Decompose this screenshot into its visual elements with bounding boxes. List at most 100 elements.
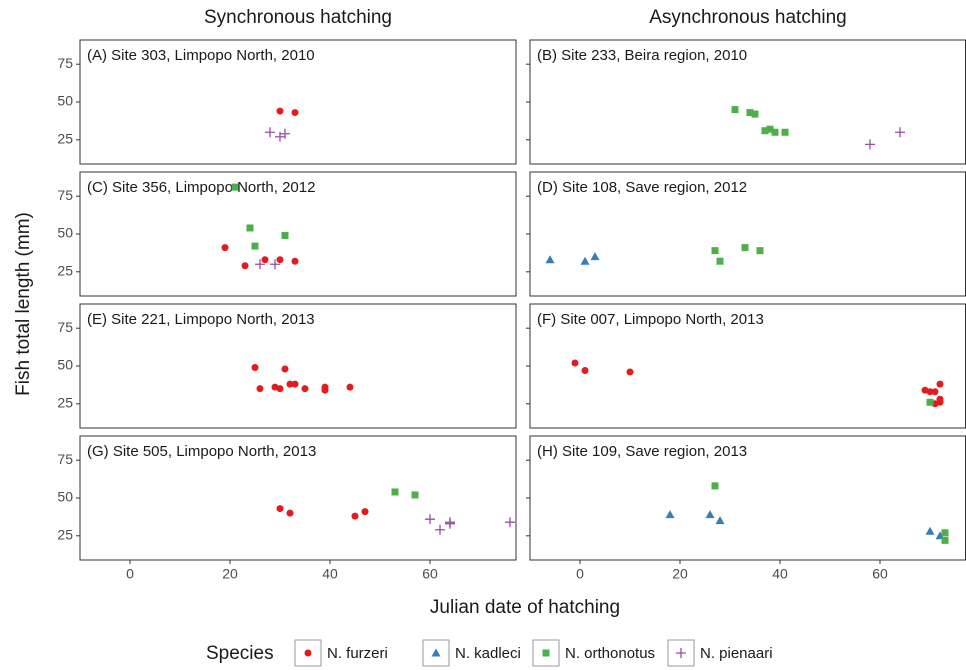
y-axis-label: Fish total length (mm) xyxy=(13,212,34,396)
x-tick-label: 0 xyxy=(126,566,134,582)
point xyxy=(926,388,934,396)
point xyxy=(711,247,719,255)
point xyxy=(255,259,265,270)
point xyxy=(731,106,739,114)
point xyxy=(391,488,399,496)
point xyxy=(351,512,359,520)
panel-label: (A) Site 303, Limpopo North, 2010 xyxy=(87,47,315,64)
legend-marker xyxy=(676,648,686,658)
y-tick-label: 25 xyxy=(57,395,73,411)
point xyxy=(346,383,354,391)
point xyxy=(256,385,264,393)
point xyxy=(590,252,600,261)
point xyxy=(281,232,289,240)
column-title: Asynchronous hatching xyxy=(649,7,847,28)
legend-marker xyxy=(542,649,550,657)
point xyxy=(301,385,309,393)
x-tick-label: 20 xyxy=(672,566,688,582)
point xyxy=(361,508,369,516)
point xyxy=(571,359,579,367)
point xyxy=(291,380,299,388)
x-axis-label: Julian date of hatching xyxy=(430,597,620,618)
y-tick-label: 75 xyxy=(57,319,73,335)
point xyxy=(231,183,239,191)
point xyxy=(246,224,254,232)
point xyxy=(751,110,759,118)
point xyxy=(741,244,749,252)
point xyxy=(716,257,724,265)
point xyxy=(435,524,445,535)
point xyxy=(581,367,589,375)
legend-label: N. orthonotus xyxy=(565,645,655,662)
point xyxy=(761,127,769,135)
panel-label: (D) Site 108, Save region, 2012 xyxy=(537,179,747,196)
y-tick-label: 25 xyxy=(57,131,73,147)
point xyxy=(781,128,789,136)
point xyxy=(505,517,515,528)
point xyxy=(865,139,875,150)
point xyxy=(261,256,269,264)
point xyxy=(270,259,280,270)
point xyxy=(241,262,249,270)
point xyxy=(756,247,764,255)
point xyxy=(276,385,284,393)
legend-marker xyxy=(304,649,312,657)
point xyxy=(925,526,935,535)
x-tick-label: 40 xyxy=(772,566,788,582)
point xyxy=(291,257,299,265)
point xyxy=(711,482,719,490)
panel xyxy=(529,39,966,165)
point xyxy=(895,127,905,138)
legend-label: N. pienaari xyxy=(700,645,773,662)
point xyxy=(580,256,590,265)
point xyxy=(280,128,290,139)
panel xyxy=(529,171,966,297)
point xyxy=(715,516,725,525)
panel-label: (F) Site 007, Limpopo North, 2013 xyxy=(537,311,764,328)
point xyxy=(746,109,754,117)
legend-title: Species xyxy=(206,643,274,664)
point xyxy=(276,505,284,513)
column-title: Synchronous hatching xyxy=(204,7,392,28)
point xyxy=(941,536,949,544)
y-tick-label: 50 xyxy=(57,225,73,241)
y-tick-label: 25 xyxy=(57,527,73,543)
point xyxy=(286,509,294,517)
point xyxy=(276,256,284,264)
point xyxy=(251,364,259,372)
point xyxy=(626,368,634,376)
panel-label: (G) Site 505, Limpopo North, 2013 xyxy=(87,443,316,460)
y-tick-label: 50 xyxy=(57,93,73,109)
y-tick-label: 75 xyxy=(57,451,73,467)
point xyxy=(936,380,944,388)
x-tick-label: 60 xyxy=(872,566,888,582)
x-tick-label: 20 xyxy=(222,566,238,582)
x-tick-label: 0 xyxy=(576,566,584,582)
x-tick-label: 40 xyxy=(322,566,338,582)
y-tick-label: 50 xyxy=(57,357,73,373)
point xyxy=(445,517,455,528)
y-tick-label: 75 xyxy=(57,55,73,71)
point xyxy=(941,529,949,537)
point xyxy=(766,125,774,133)
point xyxy=(411,491,419,499)
x-tick-label: 60 xyxy=(422,566,438,582)
legend-label: N. furzeri xyxy=(327,645,388,662)
point xyxy=(281,365,289,373)
panel-label: (E) Site 221, Limpopo North, 2013 xyxy=(87,311,315,328)
panel-label: (C) Site 356, Limpopo North, 2012 xyxy=(87,179,315,196)
point xyxy=(221,244,229,252)
panel-label: (B) Site 233, Beira region, 2010 xyxy=(537,47,747,64)
legend-marker xyxy=(431,648,441,657)
panel xyxy=(529,435,966,561)
y-tick-label: 25 xyxy=(57,263,73,279)
point xyxy=(545,255,555,264)
point xyxy=(665,510,675,519)
point xyxy=(251,242,259,250)
point xyxy=(705,510,715,519)
legend-label: N. kadleci xyxy=(455,645,521,662)
point xyxy=(931,388,939,396)
point xyxy=(321,386,329,394)
point xyxy=(276,107,284,115)
